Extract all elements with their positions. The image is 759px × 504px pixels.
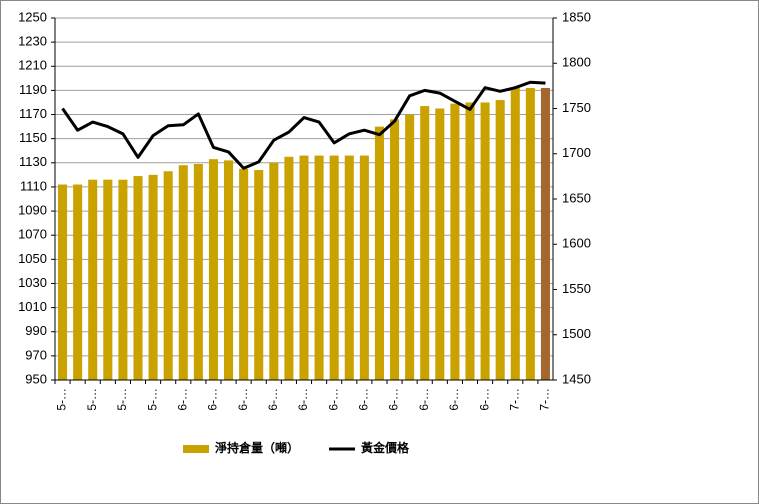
y-tick-label: 1150 bbox=[19, 130, 47, 145]
y2-tick-label: 1750 bbox=[562, 100, 591, 115]
bar bbox=[178, 165, 188, 380]
y-tick-label: 1090 bbox=[18, 203, 47, 218]
x-tick-label: 6-… bbox=[477, 388, 491, 411]
x-tick-label: 6-… bbox=[387, 388, 401, 411]
bar bbox=[73, 184, 83, 380]
y-tick-label: 1050 bbox=[18, 251, 47, 266]
x-tick-label: 6-… bbox=[175, 388, 189, 411]
bar bbox=[224, 160, 234, 380]
bar bbox=[510, 87, 520, 380]
bar bbox=[103, 179, 113, 380]
y-tick-label: 1070 bbox=[18, 227, 47, 242]
x-tick-label: 6-… bbox=[417, 388, 431, 411]
bar bbox=[329, 155, 339, 380]
bar bbox=[540, 87, 550, 380]
y-tick-label: 1190 bbox=[19, 82, 47, 97]
bar bbox=[269, 162, 279, 380]
y-tick-label: 970 bbox=[25, 347, 47, 362]
bar bbox=[58, 184, 68, 380]
y2-tick-label: 1850 bbox=[562, 9, 591, 24]
bar bbox=[495, 100, 505, 380]
y-tick-label: 1250 bbox=[18, 9, 47, 24]
y-tick-label: 1230 bbox=[18, 34, 47, 49]
bar bbox=[480, 102, 490, 380]
bar bbox=[359, 155, 369, 380]
bar bbox=[284, 156, 294, 380]
y-tick-label: 1170 bbox=[19, 106, 47, 121]
bar bbox=[148, 174, 158, 380]
bar bbox=[435, 108, 445, 380]
y2-tick-label: 1450 bbox=[562, 371, 591, 386]
bar bbox=[420, 106, 430, 380]
y2-tick-label: 1650 bbox=[562, 190, 591, 205]
bar bbox=[254, 170, 264, 380]
y2-tick-label: 1500 bbox=[562, 326, 591, 341]
bar bbox=[374, 126, 384, 380]
y-tick-label: 1110 bbox=[20, 178, 47, 193]
bar bbox=[193, 164, 203, 380]
bar bbox=[344, 155, 354, 380]
x-tick-label: 6-… bbox=[206, 388, 220, 411]
bar bbox=[239, 168, 249, 380]
bar bbox=[299, 155, 309, 380]
x-tick-label: 6-… bbox=[236, 388, 250, 411]
bar bbox=[88, 179, 98, 380]
x-tick-label: 5-… bbox=[115, 388, 129, 411]
x-tick-label: 7-… bbox=[507, 388, 521, 411]
y-tick-label: 950 bbox=[25, 371, 47, 386]
y2-tick-label: 1600 bbox=[562, 236, 591, 251]
bar bbox=[405, 114, 415, 381]
y2-tick-label: 1550 bbox=[562, 281, 591, 296]
bar bbox=[208, 159, 218, 380]
x-tick-label: 6-… bbox=[326, 388, 340, 411]
x-tick-label: 6-… bbox=[447, 388, 461, 411]
bar bbox=[465, 102, 475, 380]
x-tick-label: 6-… bbox=[357, 388, 371, 411]
y2-tick-label: 1800 bbox=[562, 55, 591, 70]
x-tick-label: 7-… bbox=[538, 388, 552, 411]
bar bbox=[314, 155, 324, 380]
legend-swatch bbox=[183, 445, 209, 453]
y-tick-label: 990 bbox=[25, 323, 47, 338]
y2-tick-label: 1700 bbox=[562, 145, 591, 160]
x-tick-label: 5-… bbox=[145, 388, 159, 411]
y-tick-label: 1030 bbox=[18, 275, 47, 290]
x-tick-label: 6-… bbox=[266, 388, 280, 411]
y-tick-label: 1130 bbox=[19, 154, 47, 169]
x-tick-label: 5-… bbox=[55, 388, 69, 411]
bar bbox=[118, 179, 128, 380]
bar bbox=[390, 119, 400, 381]
bar bbox=[450, 103, 460, 380]
x-tick-label: 5-… bbox=[85, 388, 99, 411]
bar bbox=[133, 176, 143, 380]
legend-label: 淨持倉量（噸） bbox=[214, 440, 299, 455]
y-tick-label: 1010 bbox=[18, 299, 47, 314]
x-tick-label: 6-… bbox=[296, 388, 310, 411]
legend-label: 黃金價格 bbox=[360, 440, 410, 455]
bar bbox=[525, 87, 535, 380]
line-series bbox=[61, 80, 546, 170]
y-tick-label: 1210 bbox=[18, 58, 47, 73]
bar bbox=[163, 171, 173, 380]
